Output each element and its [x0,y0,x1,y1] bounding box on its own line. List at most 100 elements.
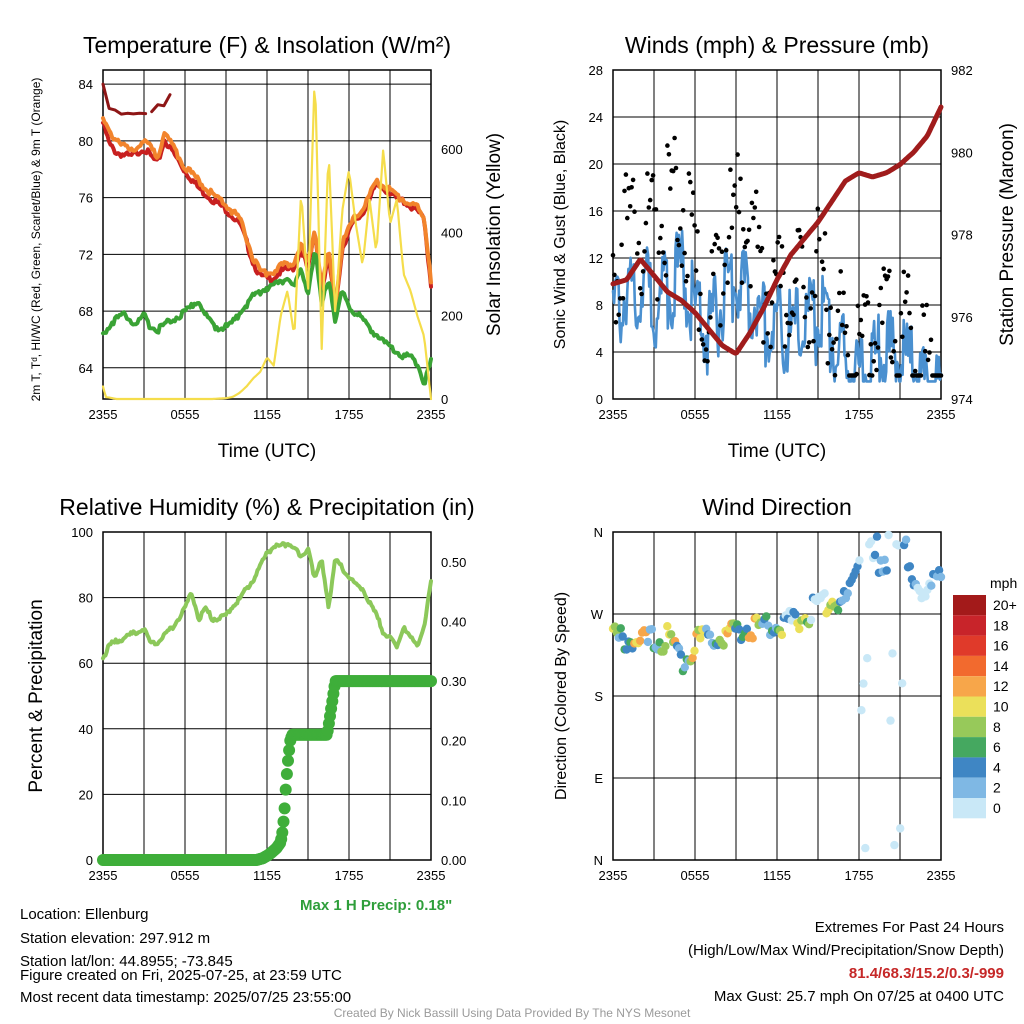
gust-point [802,314,808,320]
gust-point [649,177,654,183]
gust-point [925,357,931,363]
direction-point [843,589,852,598]
legend-label: 8 [993,719,1001,735]
direction-point [886,716,895,725]
gust-point [814,249,819,254]
gust-point [815,206,821,211]
y2-tick-label: 600 [441,142,463,157]
y-axis-label: 2m T, Tᵈ, HI/WC (Red, Green, Scarlet/Blu… [29,78,43,402]
gust-point [636,240,642,246]
y2-tick-label: 976 [951,310,973,325]
direction-point [791,610,800,619]
legend-label: 4 [993,759,1001,775]
direction-point [735,625,744,634]
gust-point [696,327,702,333]
series-line-hi [101,82,148,116]
gust-point [898,310,904,316]
direction-point [742,624,752,633]
y-tick-label: 24 [589,110,603,125]
y2-tick-label: 0.10 [441,793,466,808]
gust-point [878,285,884,291]
gust-point [855,303,861,309]
direction-point [820,589,829,598]
gust-point [776,234,782,240]
direction-point [898,679,907,688]
gust-point [908,325,914,331]
precip-point [277,815,290,828]
gust-point [791,312,796,318]
chart-title: Wind Direction [702,494,852,520]
gust-point [680,208,686,213]
gust-point [838,269,843,274]
gust-point [835,308,841,314]
gust-point [722,262,727,268]
gust-point [699,337,705,342]
y-tick-label: 80 [79,134,93,149]
gust-point [831,340,836,345]
gust-point [796,227,802,233]
gust-point [716,246,722,251]
y-tick-label: 20 [589,157,603,172]
gust-point [721,291,726,296]
direction-point [884,530,893,540]
gust-point [745,238,750,244]
gust-point [616,312,621,318]
direction-point [905,562,915,571]
x-tick-label: 1155 [763,407,791,422]
direction-point [680,663,689,672]
gust-point [839,322,845,328]
legend-label: 14 [993,658,1009,674]
series-line-pressure [610,104,944,356]
gust-point [700,342,706,347]
gust-point [841,290,846,296]
gust-point [845,352,851,358]
direction-point [806,615,816,625]
y2-tick-label: 0.50 [441,555,466,570]
gust-point [672,135,677,141]
y-tick-label: 20 [79,787,93,802]
gust-point [682,250,687,256]
x-tick-label: 2355 [89,868,118,883]
gust-point [868,342,874,347]
gust-point [662,260,667,266]
direction-point [661,642,670,651]
gust-point [693,268,699,273]
direction-point [927,581,936,590]
direction-point [777,630,787,640]
gust-point [805,344,811,350]
y-axis-label: Direction (Colored By Speed) [553,592,570,800]
gust-point [666,152,672,157]
gust-point [645,171,650,176]
direction-point [676,650,686,659]
gust-point [732,183,737,188]
gust-point [828,305,833,311]
x-tick-label: 1755 [845,407,874,422]
y-tick-label: 12 [589,251,603,266]
legend-label: 18 [993,617,1009,633]
y-tick-label: 4 [596,345,603,360]
y-tick-label: 76 [79,191,93,206]
x-tick-label: 0555 [681,407,710,422]
series-line-hi [150,93,172,114]
latest-data-text: Most recent data timestamp: 2025/07/25 2… [20,989,352,1006]
gust-point [782,344,788,349]
chart-title: Winds (mph) & Pressure (mb) [625,32,929,58]
plot-border [612,69,942,400]
precip-point [425,675,437,688]
series-line-9m-t [101,116,433,308]
gust-point [733,204,739,210]
gust-point [752,205,758,210]
chart-title: Relative Humidity (%) & Precipitation (i… [59,494,474,520]
series-line-td [101,252,433,386]
y2-tick-label: 982 [951,63,973,78]
gust-point [731,192,736,198]
legend-label: 6 [993,739,1001,755]
direction-point [870,550,880,560]
gust-point [927,350,932,355]
chart-title: Temperature (F) & Insolation (W/m²) [83,32,451,58]
gust-point [888,355,894,360]
gust-point [812,293,818,299]
gust-point [755,244,760,250]
y-tick-label: 72 [79,247,93,262]
